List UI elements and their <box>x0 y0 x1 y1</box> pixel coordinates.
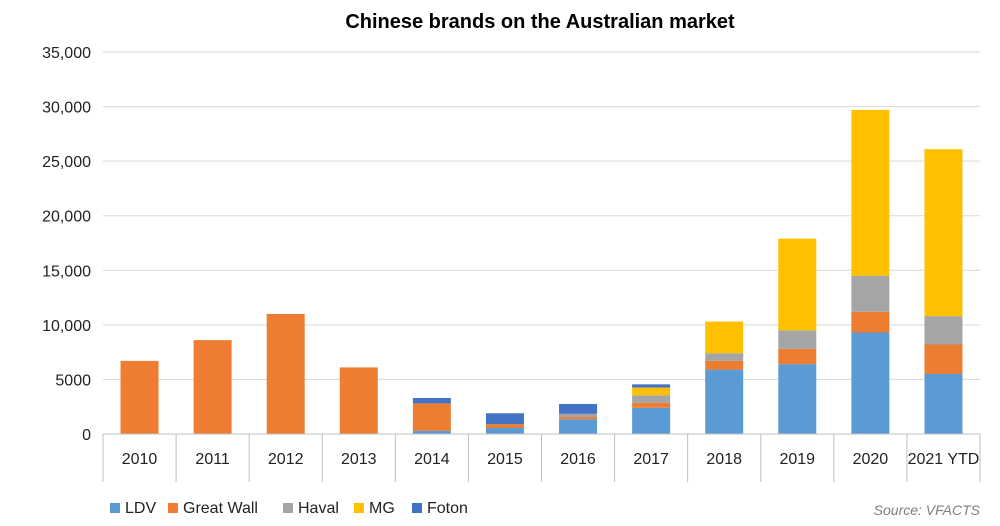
y-tick-label: 15,000 <box>42 263 91 280</box>
legend-swatch-haval <box>283 503 293 513</box>
bar-great-wall <box>705 360 744 370</box>
x-tick-label: 2018 <box>706 451 742 468</box>
legend-swatch-foton <box>412 503 422 513</box>
bar-great-wall <box>778 348 817 365</box>
y-tick-label: 20,000 <box>42 209 91 226</box>
bar-great-wall <box>851 311 890 333</box>
bar-great-wall <box>339 367 378 434</box>
bar-foton <box>632 384 671 388</box>
y-tick-label: 0 <box>82 427 91 444</box>
y-axis: 0 5000 10,000 15,000 20,000 25,000 30,000 35,00… <box>42 45 91 444</box>
chart-title: Chinese brands on the Australian market <box>345 11 735 33</box>
legend-swatch-great-wall <box>168 503 178 513</box>
x-tick-label: 2014 <box>414 451 450 468</box>
x-tick-label: 2015 <box>487 451 523 468</box>
y-tick-label: 30,000 <box>42 100 91 117</box>
bars <box>120 109 963 434</box>
bar-haval <box>851 275 890 312</box>
bar-ldv <box>851 332 890 434</box>
bar-ldv <box>778 364 817 434</box>
y-tick-label: 5000 <box>55 372 91 389</box>
bar-ldv <box>559 419 598 434</box>
legend-label-foton: Foton <box>427 500 468 517</box>
bar-haval <box>924 316 963 345</box>
y-tick-label: 25,000 <box>42 154 91 171</box>
bar-haval <box>705 353 744 361</box>
bar-great-wall <box>266 313 305 434</box>
x-tick-label: 2020 <box>853 451 889 468</box>
bar-haval <box>632 395 671 403</box>
bar-haval <box>559 413 598 418</box>
bar-ldv <box>412 430 451 434</box>
y-tick-label: 35,000 <box>42 45 91 62</box>
x-tick-label: 2019 <box>779 451 815 468</box>
bar-ldv <box>485 427 524 434</box>
bar-great-wall <box>632 402 671 408</box>
legend-label-great-wall: Great Wall <box>183 500 258 517</box>
bar-great-wall <box>120 360 159 434</box>
bar-mg <box>705 321 744 354</box>
bar-ldv <box>705 369 744 434</box>
bar-great-wall <box>193 340 232 434</box>
bar-foton <box>485 413 524 425</box>
x-tick-label: 2010 <box>122 451 158 468</box>
bar-mg <box>778 238 817 331</box>
x-tick-label: 2013 <box>341 451 377 468</box>
bar-great-wall <box>412 403 451 431</box>
bar-foton <box>412 397 451 404</box>
bar-great-wall <box>485 424 524 428</box>
bar-ldv <box>924 373 963 434</box>
x-tick-label: 2016 <box>560 451 596 468</box>
x-axis: 2010 2011 2012 2013 2014 2015 2016 2017 2018 2019… <box>102 433 981 482</box>
bar-mg <box>632 387 671 396</box>
legend-swatch-ldv <box>110 503 120 513</box>
bar-mg <box>924 149 963 317</box>
bar-haval <box>778 330 817 349</box>
x-tick-label: 2011 <box>195 451 230 468</box>
bar-foton <box>559 403 598 414</box>
y-tick-label: 10,000 <box>42 318 91 335</box>
x-tick-label: 2012 <box>268 451 304 468</box>
bar-mg <box>851 109 890 276</box>
bar-ldv <box>632 407 671 434</box>
legend-label-mg: MG <box>369 500 395 517</box>
legend-swatch-mg <box>354 503 364 513</box>
legend-label-haval: Haval <box>298 500 339 517</box>
bar-great-wall <box>559 417 598 420</box>
bar-great-wall <box>924 344 963 374</box>
x-tick-label: 2017 <box>633 451 669 468</box>
legend: LDV Great Wall Haval MG Foton <box>110 500 468 517</box>
source-note: Source: VFACTS <box>874 502 981 518</box>
legend-label-ldv: LDV <box>125 500 156 517</box>
gridlines <box>103 51 980 380</box>
x-tick-label: 2021 YTD <box>908 451 980 468</box>
